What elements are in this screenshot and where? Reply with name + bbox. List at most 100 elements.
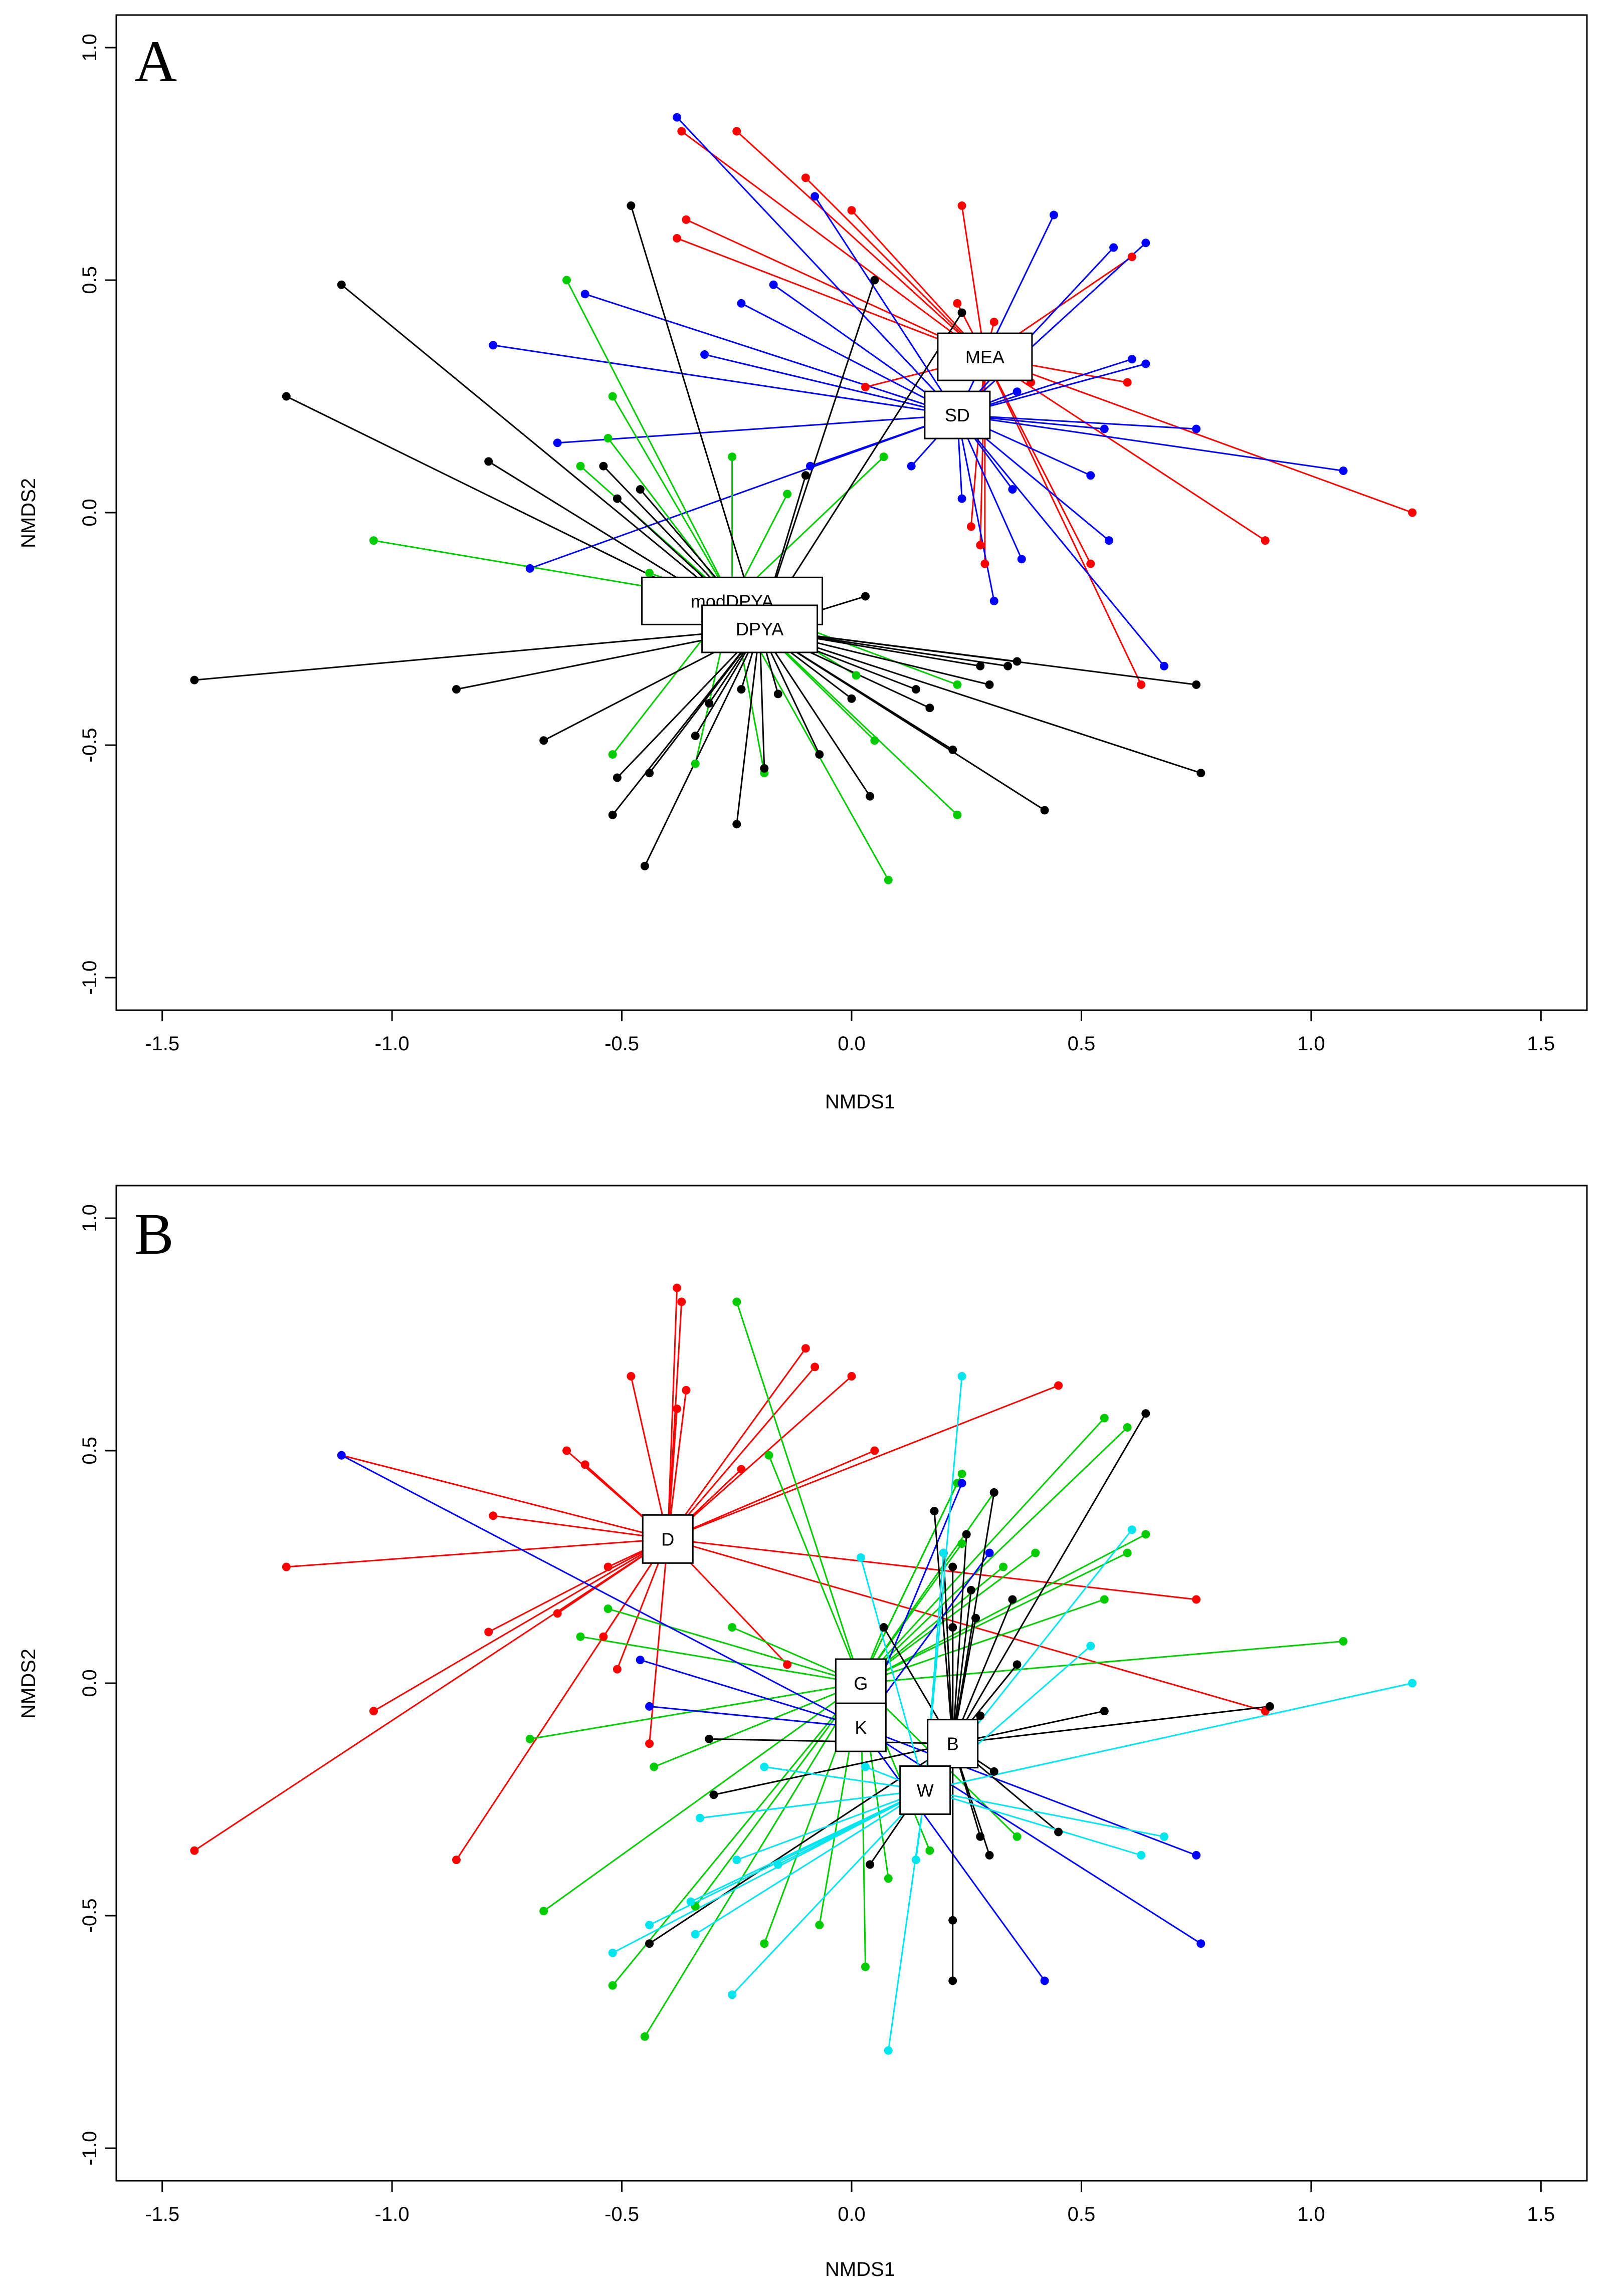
spider-line-d <box>286 1538 668 1568</box>
point-g <box>576 1632 585 1641</box>
point-g <box>764 1451 773 1460</box>
point-dpya <box>925 704 934 713</box>
point-d <box>553 1609 562 1618</box>
point-w <box>884 2046 893 2055</box>
point-dpya <box>985 680 994 689</box>
point-g <box>525 1734 534 1743</box>
panel-a-chart: A -1.5 -1.0 -0.5 0.0 0.5 1.0 1.5 -1.0 -0.5 0.0 0.… <box>18 14 1588 1113</box>
point-k <box>337 1451 346 1460</box>
centroid-box-sd <box>924 390 991 439</box>
point-k <box>957 1479 966 1488</box>
spider-line-k <box>649 1705 861 1728</box>
point-d <box>613 1665 622 1674</box>
point-sd <box>1141 239 1150 248</box>
point-w <box>732 1856 741 1865</box>
point-dpya <box>1013 657 1022 666</box>
spider-line-dpya <box>759 628 1045 811</box>
spider-line-dpya <box>759 312 963 629</box>
centroid-box-k <box>835 1702 887 1752</box>
point-w <box>695 1813 704 1822</box>
point-w <box>856 1553 865 1562</box>
point-mea <box>1123 378 1132 387</box>
point-dpya <box>636 485 645 494</box>
spider-line-d <box>488 1538 668 1633</box>
point-b <box>1054 1827 1063 1836</box>
spider-line-mea <box>984 356 1142 685</box>
centroid-label-b: B <box>947 1734 959 1754</box>
point-d <box>190 1846 199 1855</box>
point-dpya <box>976 661 985 670</box>
point-b <box>1265 1702 1274 1711</box>
point-sd <box>1159 661 1168 670</box>
point-dpya <box>1192 680 1201 689</box>
x-tick-label: -1.0 <box>375 1033 410 1055</box>
point-mea <box>1086 559 1095 568</box>
spider-line-b <box>933 1511 954 1744</box>
y-tick-label: 0.5 <box>79 1437 101 1465</box>
point-mea <box>847 206 856 215</box>
point-d <box>1054 1381 1063 1390</box>
point-sd <box>1049 210 1058 219</box>
spider-line-w <box>736 1789 926 1861</box>
point-dpya <box>948 745 957 754</box>
point-b <box>1013 1660 1022 1669</box>
point-k <box>645 1702 654 1711</box>
spider-line-dpya <box>194 628 760 681</box>
point-sd <box>489 341 498 350</box>
point-mea <box>1261 536 1270 545</box>
point-dpya <box>608 810 617 819</box>
point-w <box>861 1762 870 1771</box>
point-dpya <box>190 675 199 684</box>
point-d <box>801 1344 810 1353</box>
point-moddpya <box>576 462 585 471</box>
spider-line-sd <box>676 117 958 416</box>
point-moddpya <box>852 671 861 680</box>
point-moddpya <box>603 434 613 443</box>
point-w <box>911 1856 920 1865</box>
spider-line-d <box>667 1366 816 1540</box>
centroid-label-mea: MEA <box>965 347 1004 367</box>
point-d <box>599 1632 608 1641</box>
data-points <box>190 113 1417 884</box>
point-moddpya <box>953 680 962 689</box>
point-mea <box>673 234 682 243</box>
spider-line-mea <box>984 356 1266 541</box>
point-d <box>603 1562 613 1571</box>
spider-line-g <box>860 1427 1128 1684</box>
point-d <box>673 1404 682 1413</box>
point-d <box>673 1283 682 1292</box>
point-dpya <box>539 736 548 745</box>
point-w <box>1137 1851 1146 1860</box>
point-g <box>732 1297 741 1306</box>
spider-line-k <box>341 1454 862 1728</box>
x-axis: -1.5 -1.0 -0.5 0.0 0.5 1.0 1.5 <box>145 1010 1555 1055</box>
spider-line-w <box>925 1789 1142 1856</box>
point-d <box>282 1562 291 1571</box>
x-tick-label: 0.5 <box>1068 2203 1096 2225</box>
point-b <box>971 1614 980 1623</box>
spider-line-g <box>695 1683 862 1907</box>
point-g <box>650 1762 659 1771</box>
point-sd <box>737 299 746 308</box>
point-mea <box>861 382 870 391</box>
point-moddpya <box>369 536 378 545</box>
point-b <box>709 1790 718 1799</box>
spider-line-mea <box>979 357 986 545</box>
y-tick-label: 1.0 <box>79 1204 101 1232</box>
point-dpya <box>705 699 714 708</box>
spider-line-mea <box>805 177 985 358</box>
point-mea <box>989 318 998 327</box>
x-tick-label: 0.5 <box>1068 1033 1096 1055</box>
point-g <box>1031 1548 1040 1557</box>
point-w <box>773 1860 782 1869</box>
centroid-label-sd: SD <box>945 405 970 425</box>
point-sd <box>989 596 998 605</box>
point-dpya <box>613 494 622 503</box>
point-g <box>884 1874 893 1883</box>
y-axis-label: NMDS2 <box>18 478 40 548</box>
spider-line-k <box>860 1726 1197 1856</box>
point-w <box>691 1930 700 1939</box>
point-sd <box>811 192 820 201</box>
point-g <box>728 1623 737 1632</box>
